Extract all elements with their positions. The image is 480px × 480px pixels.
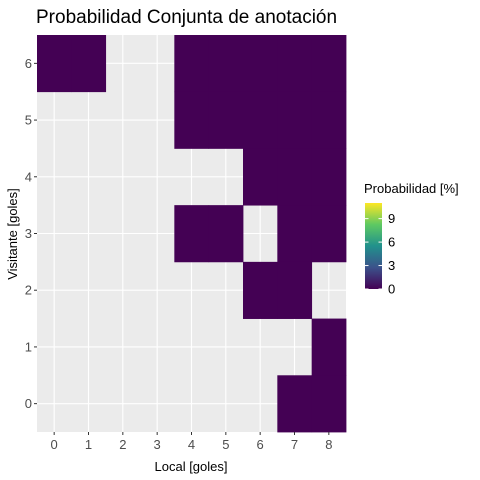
heatmap-cell <box>208 205 244 263</box>
heatmap-cell <box>174 91 210 149</box>
heatmap-cell <box>311 205 347 263</box>
heatmap-cell <box>311 35 347 93</box>
heatmap-cell <box>71 35 107 93</box>
legend-colorbar <box>365 203 382 289</box>
heatmap-cell <box>277 148 313 206</box>
x-tick-label: 4 <box>188 437 195 452</box>
x-tick-label: 1 <box>85 437 92 452</box>
y-axis-ticks: 0 1 2 3 4 5 6 <box>25 56 37 411</box>
legend-label: 6 <box>388 235 395 250</box>
x-axis-label: Local [goles] <box>155 459 228 474</box>
y-tick-label: 3 <box>25 226 32 241</box>
legend-label: 3 <box>388 258 395 273</box>
y-tick-label: 2 <box>25 283 32 298</box>
x-tick-label: 0 <box>51 437 58 452</box>
heatmap-cell <box>208 91 244 149</box>
heatmap-cell <box>243 91 278 149</box>
y-tick-label: 5 <box>25 113 32 128</box>
heatmap-cells <box>37 35 347 433</box>
heatmap-cell <box>311 148 347 206</box>
heatmap-cell <box>311 318 347 376</box>
heatmap-cell <box>208 35 244 93</box>
y-axis-label: Visitante [goles] <box>5 188 20 280</box>
legend: Probabilidad [%] 0 3 6 9 <box>364 181 459 297</box>
legend-label: 0 <box>388 282 395 297</box>
y-tick-label: 0 <box>25 396 32 411</box>
heatmap-cell <box>277 261 313 319</box>
heatmap-cell <box>243 261 278 319</box>
heatmap-cell <box>311 375 347 433</box>
heatmap-cell <box>277 205 313 263</box>
heatmap-cell <box>174 205 210 263</box>
chart-title: Probabilidad Conjunta de anotación <box>36 7 337 28</box>
x-tick-label: 3 <box>154 437 161 452</box>
y-tick-label: 6 <box>25 56 32 71</box>
heatmap-cell <box>277 375 313 433</box>
y-tick-label: 4 <box>25 169 32 184</box>
x-tick-label: 2 <box>119 437 126 452</box>
x-axis-ticks: 0 1 2 3 4 5 6 7 8 <box>51 432 332 452</box>
heatmap-cell <box>174 35 210 93</box>
heatmap-cell <box>243 35 278 93</box>
heatmap-cell <box>311 91 347 149</box>
x-tick-label: 6 <box>257 437 264 452</box>
heatmap-cell <box>243 148 278 206</box>
heatmap-cell <box>277 35 313 93</box>
legend-ticks: 0 3 6 9 <box>365 211 395 297</box>
heatmap-cell <box>37 35 72 93</box>
legend-label: 9 <box>388 211 395 226</box>
x-tick-label: 5 <box>222 437 229 452</box>
x-tick-label: 7 <box>291 437 298 452</box>
y-tick-label: 1 <box>25 339 32 354</box>
heatmap-cell <box>277 91 313 149</box>
legend-title: Probabilidad [%] <box>364 181 459 196</box>
x-tick-label: 8 <box>325 437 332 452</box>
